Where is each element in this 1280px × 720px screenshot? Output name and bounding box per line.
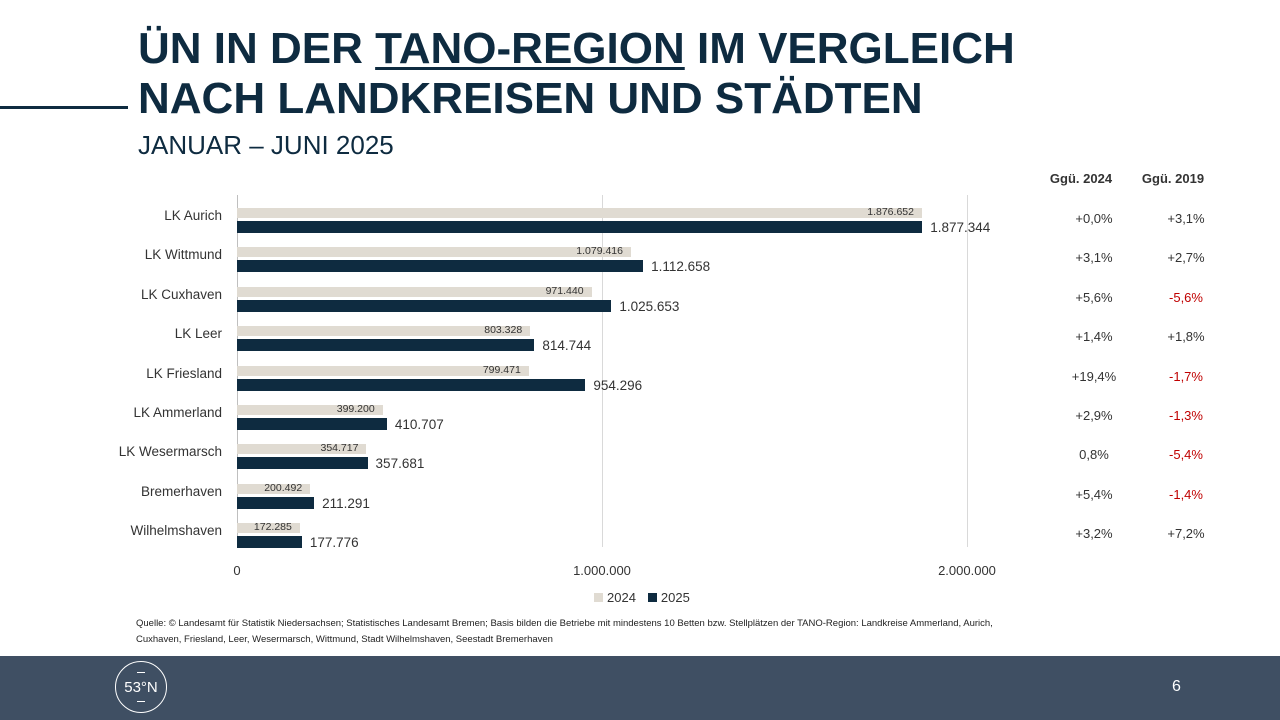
category-label: LK Cuxhaven xyxy=(140,286,222,302)
change-vs-2024: +5,6% xyxy=(1075,289,1113,305)
bar-2025 xyxy=(237,299,612,312)
legend-item-2025: 2025 xyxy=(647,590,690,605)
bar-2024 xyxy=(237,483,311,494)
bar-2025 xyxy=(237,221,923,233)
legend-label: 2024 xyxy=(607,590,636,605)
bar-2025 xyxy=(237,339,535,352)
title-rule xyxy=(0,106,128,109)
bar-2025 xyxy=(237,418,387,430)
category-label: LK Aurich xyxy=(164,208,222,223)
category-label: LK Wesermarsch xyxy=(118,444,222,460)
bar-2025 xyxy=(237,260,644,273)
gridline xyxy=(602,195,603,547)
data-label-2025: 410.707 xyxy=(394,417,444,432)
data-label-2025: 1.877.344 xyxy=(930,220,991,235)
bar-2024 xyxy=(237,444,367,455)
change-vs-2024: +5,4% xyxy=(1075,486,1113,502)
change-vs-2019: +1,8% xyxy=(1167,329,1205,345)
title-line2: NACH LANDKREISEN UND STÄDTEN xyxy=(138,74,923,123)
data-label-2025: 177.776 xyxy=(309,535,359,551)
bar-2025 xyxy=(237,536,302,549)
data-label-2024: 172.285 xyxy=(253,521,292,534)
change-vs-2024: +0,0% xyxy=(1075,211,1113,226)
logo-text: 53°N xyxy=(124,678,158,696)
column-header-ggu-2019: Ggü. 2019 xyxy=(1141,171,1205,186)
category-label: Bremerhaven xyxy=(140,483,222,499)
source-note: Quelle: © Landesamt für Statistik Nieder… xyxy=(136,618,993,645)
bar-2025 xyxy=(237,457,368,470)
category-label: Wilhelmshaven xyxy=(130,523,222,539)
data-label-2024: 354.717 xyxy=(320,442,359,455)
bar-2024 xyxy=(237,208,922,218)
bar-2025 xyxy=(237,378,586,391)
x-tick-label: 2.000.000 xyxy=(938,563,996,578)
title-part: ÜN IN DER xyxy=(138,24,376,73)
page-title: ÜN IN DER TANO-REGION IM VERGLEICH NACH … xyxy=(138,24,1015,124)
bar-2024 xyxy=(237,247,631,258)
category-label: LK Friesland xyxy=(146,365,222,381)
data-label-2025: 357.681 xyxy=(375,456,425,472)
x-tick-label: 0 xyxy=(233,563,241,578)
change-vs-2019: +7,2% xyxy=(1167,526,1205,542)
bar-2024 xyxy=(237,405,383,415)
change-vs-2019: +2,7% xyxy=(1167,250,1205,266)
change-vs-2024: +19,4% xyxy=(1071,368,1117,384)
x-tick-label: 1.000.000 xyxy=(573,563,631,578)
title-underlined: TANO-REGION xyxy=(375,24,685,73)
data-label-2025: 1.025.653 xyxy=(619,298,680,314)
change-vs-2019: -1,3% xyxy=(1169,408,1203,423)
change-vs-2019: -1,7% xyxy=(1169,368,1203,384)
data-label-2025: 814.744 xyxy=(542,338,592,354)
change-vs-2019: -5,6% xyxy=(1169,289,1203,305)
change-vs-2019: -5,4% xyxy=(1169,447,1203,463)
legend-swatch xyxy=(647,593,657,602)
category-label: LK Wittmund xyxy=(144,247,222,263)
change-vs-2024: +3,1% xyxy=(1075,250,1113,266)
legend-item-2024: 2024 xyxy=(594,590,636,605)
title-part: IM VERGLEICH xyxy=(684,24,1015,73)
column-header-ggu-2024: Ggü. 2024 xyxy=(1049,171,1113,186)
bar-2024 xyxy=(237,523,300,534)
data-label-2024: 399.200 xyxy=(336,403,375,415)
change-vs-2024: +2,9% xyxy=(1075,408,1113,423)
data-label-2024: 1.876.652 xyxy=(867,206,914,218)
data-label-2024: 200.492 xyxy=(264,481,303,494)
data-label-2024: 799.471 xyxy=(482,363,521,376)
bar-2024 xyxy=(237,365,529,376)
change-vs-2019: -1,4% xyxy=(1169,486,1203,502)
legend-label: 2025 xyxy=(660,590,690,605)
legend-swatch xyxy=(594,593,603,602)
bar-2024 xyxy=(237,286,592,297)
footer xyxy=(0,656,1280,720)
legend: 2024 2025 xyxy=(594,590,690,605)
change-vs-2024: +1,4% xyxy=(1075,329,1113,345)
data-label-2025: 954.296 xyxy=(593,377,643,393)
data-label-2024: 803.328 xyxy=(484,324,523,337)
data-label-2024: 971.440 xyxy=(545,284,584,297)
category-label: LK Leer xyxy=(174,326,222,342)
category-label: LK Ammerland xyxy=(133,405,222,420)
change-vs-2024: +3,2% xyxy=(1075,526,1113,542)
gridline xyxy=(967,195,968,547)
logo-53n: 53°N xyxy=(115,661,167,713)
subtitle: JANUAR – JUNI 2025 xyxy=(138,130,394,160)
bar-2024 xyxy=(237,326,531,337)
bar-2025 xyxy=(237,496,315,509)
page-number: 6 xyxy=(1172,678,1181,695)
data-label-2025: 211.291 xyxy=(322,495,370,511)
data-label-2025: 1.112.658 xyxy=(651,259,711,275)
change-vs-2024: 0,8% xyxy=(1079,447,1109,463)
change-vs-2019: +3,1% xyxy=(1167,211,1205,226)
data-label-2024: 1.079.416 xyxy=(576,245,623,258)
